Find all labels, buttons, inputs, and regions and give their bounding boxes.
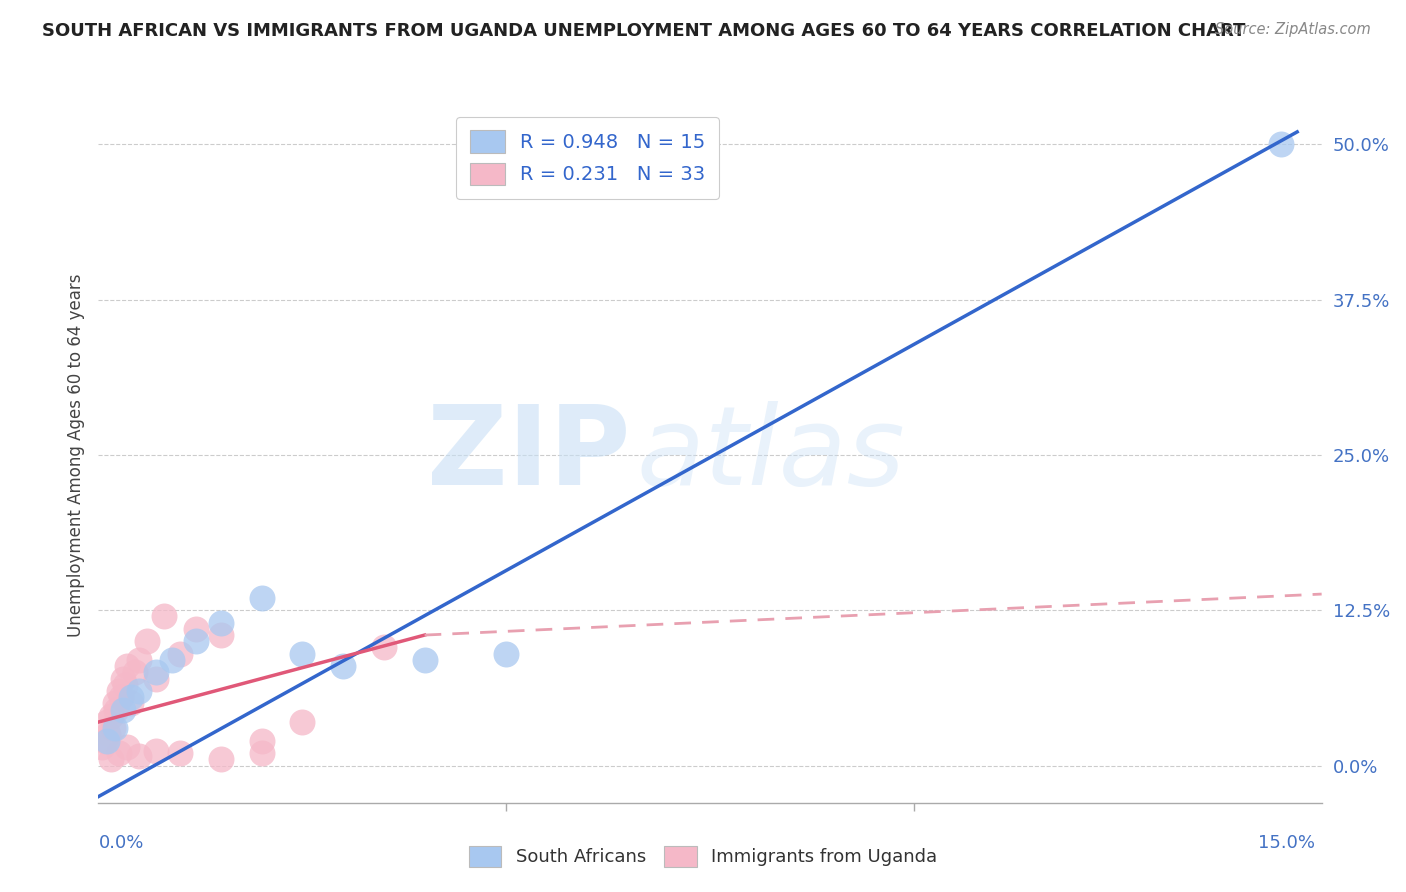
Point <box>250 746 273 760</box>
Point <box>97 727 120 741</box>
Point <box>250 733 273 747</box>
Point <box>291 647 314 661</box>
Point <box>250 591 273 605</box>
Point <box>145 744 167 758</box>
Point <box>114 678 136 692</box>
Point <box>124 665 146 680</box>
Point <box>413 653 436 667</box>
Point <box>209 615 232 630</box>
Text: SOUTH AFRICAN VS IMMIGRANTS FROM UGANDA UNEMPLOYMENT AMONG AGES 60 TO 64 YEARS C: SOUTH AFRICAN VS IMMIGRANTS FROM UGANDA … <box>42 22 1246 40</box>
Point <box>115 659 138 673</box>
Text: Source: ZipAtlas.com: Source: ZipAtlas.com <box>1215 22 1371 37</box>
Point <box>128 653 150 667</box>
Y-axis label: Unemployment Among Ages 60 to 64 years: Unemployment Among Ages 60 to 64 years <box>66 273 84 637</box>
Point <box>94 733 117 747</box>
Text: ZIP: ZIP <box>427 401 630 508</box>
Point <box>120 697 142 711</box>
Legend: South Africans, Immigrants from Uganda: South Africans, Immigrants from Uganda <box>461 838 945 874</box>
Point <box>136 634 159 648</box>
Point <box>96 714 118 729</box>
Point <box>332 659 354 673</box>
Point <box>128 684 150 698</box>
Point <box>291 714 314 729</box>
Point <box>186 622 208 636</box>
Point <box>152 609 174 624</box>
Point <box>495 647 517 661</box>
Point <box>91 739 114 754</box>
Point <box>110 690 132 705</box>
Legend: R = 0.948   N = 15, R = 0.231   N = 33: R = 0.948 N = 15, R = 0.231 N = 33 <box>456 117 720 199</box>
Point <box>186 634 208 648</box>
Point <box>169 746 191 760</box>
Point <box>101 721 124 735</box>
Point <box>108 746 131 760</box>
Point <box>145 672 167 686</box>
Point <box>145 665 167 680</box>
Point <box>108 684 131 698</box>
Text: 15.0%: 15.0% <box>1257 834 1315 852</box>
Point <box>104 697 127 711</box>
Point <box>128 748 150 763</box>
Point <box>100 708 122 723</box>
Point <box>209 752 232 766</box>
Point <box>100 752 122 766</box>
Point <box>1270 137 1292 152</box>
Point <box>96 733 118 747</box>
Text: atlas: atlas <box>637 401 905 508</box>
Point <box>120 690 142 705</box>
Point <box>209 628 232 642</box>
Point <box>160 653 183 667</box>
Text: 0.0%: 0.0% <box>98 834 143 852</box>
Point <box>111 703 134 717</box>
Point <box>111 672 134 686</box>
Point <box>169 647 191 661</box>
Point <box>105 703 128 717</box>
Point <box>115 739 138 754</box>
Point <box>373 640 395 655</box>
Point <box>104 721 127 735</box>
